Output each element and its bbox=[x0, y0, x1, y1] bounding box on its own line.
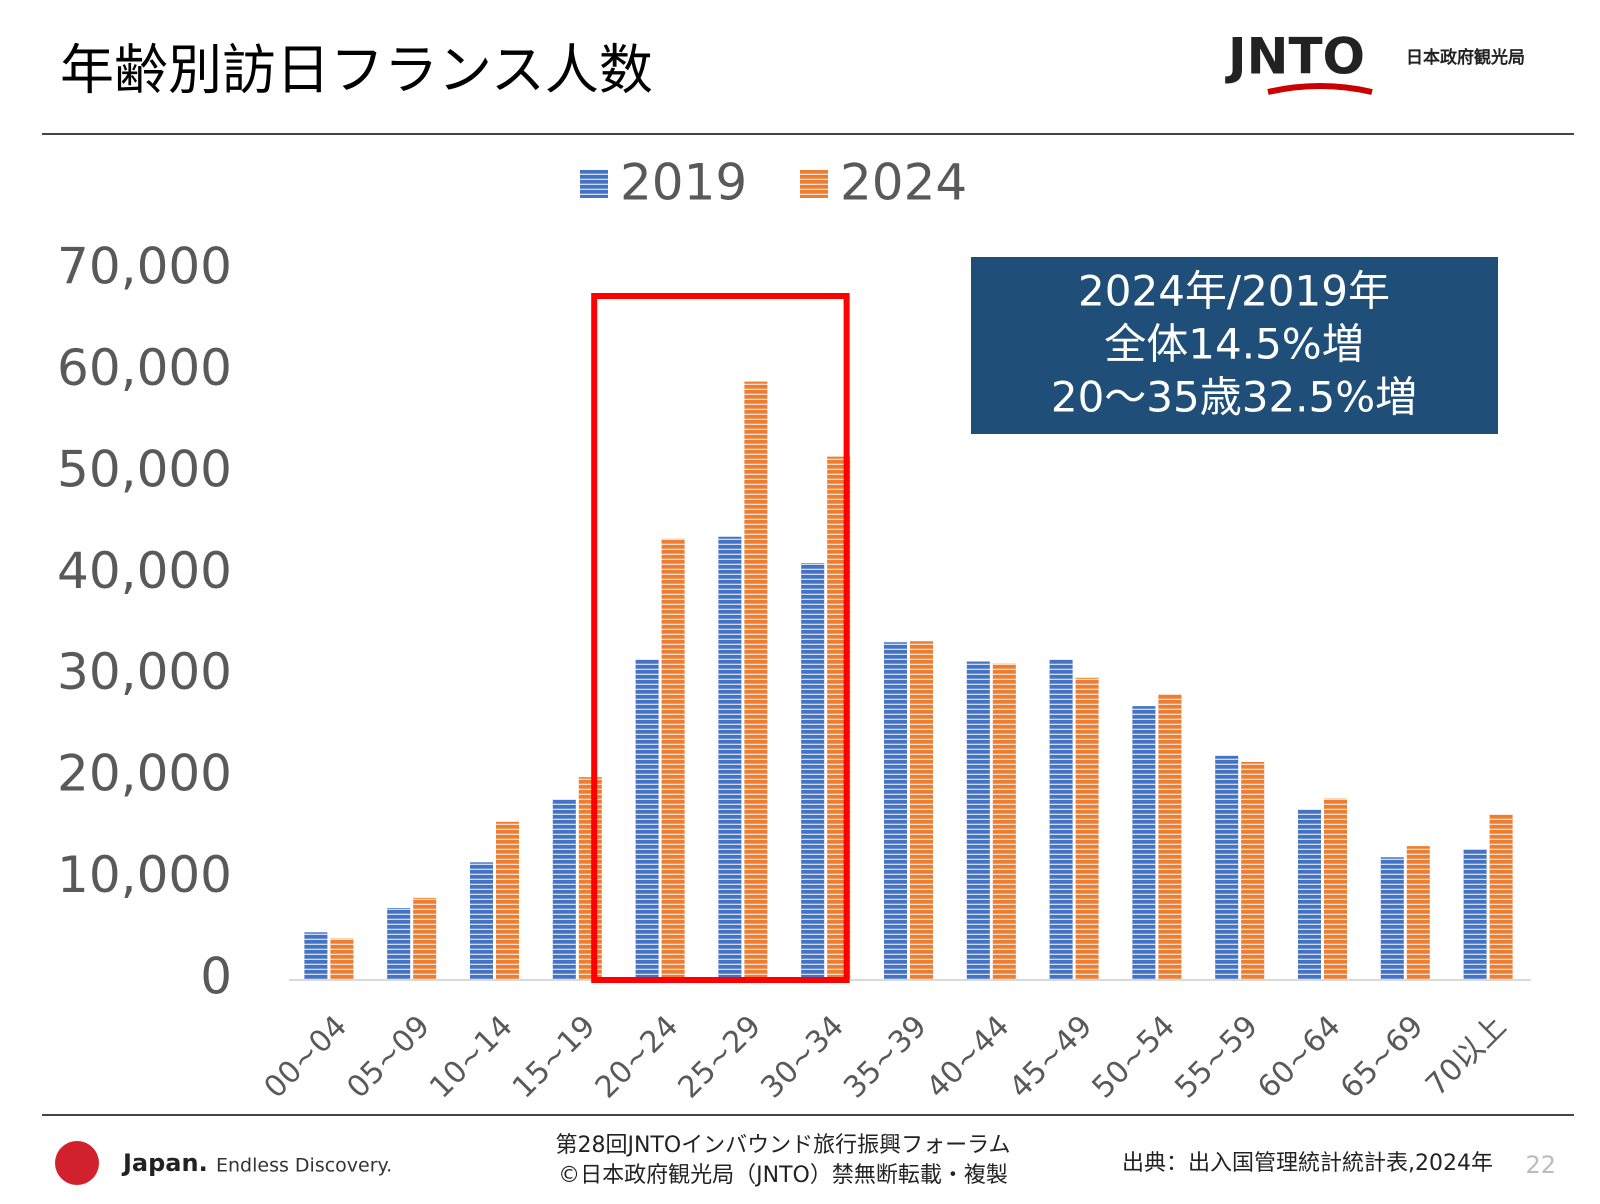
bar-stripe bbox=[1324, 798, 1347, 980]
bar-stripe bbox=[992, 663, 1016, 980]
bar-stripe bbox=[884, 642, 907, 980]
bar-stripe bbox=[470, 862, 493, 980]
x-tick-label: 05~09 bbox=[340, 1009, 437, 1106]
y-tick-label: 40,000 bbox=[57, 542, 232, 600]
legend-label: 2024 bbox=[840, 154, 967, 212]
y-tick-label: 30,000 bbox=[57, 643, 232, 701]
bar-stripe bbox=[1075, 677, 1099, 980]
bar-stripe bbox=[1215, 755, 1239, 980]
x-tick-label: 10~14 bbox=[423, 1009, 520, 1106]
y-tick-label: 70,000 bbox=[57, 238, 232, 296]
annotation-line: 全体14.5%増 bbox=[1104, 320, 1363, 369]
bar-stripe bbox=[635, 659, 659, 980]
x-tick-label: 40~44 bbox=[920, 1009, 1017, 1106]
bar-stripe bbox=[496, 821, 519, 980]
tagline: Endless Discovery. bbox=[216, 1155, 392, 1177]
x-tick-label: 25~29 bbox=[672, 1009, 769, 1106]
page-number: 22 bbox=[1525, 1151, 1556, 1179]
brand-logo bbox=[55, 1141, 99, 1185]
brand: Japan. bbox=[121, 1149, 208, 1177]
bar-stripe bbox=[744, 381, 768, 981]
bar-stripe bbox=[1298, 809, 1321, 980]
y-tick-label: 60,000 bbox=[57, 339, 232, 397]
slide-title: 年齢別訪日フランス人数 bbox=[60, 39, 653, 102]
logo-swoosh bbox=[1267, 83, 1373, 95]
bar-stripe bbox=[718, 536, 742, 980]
bar-stripe bbox=[1132, 706, 1156, 980]
x-tick-label: 70以上 bbox=[1419, 1009, 1513, 1103]
bar-stripe bbox=[387, 907, 411, 980]
bar-stripe bbox=[578, 777, 602, 980]
x-tick-label: 35~39 bbox=[837, 1009, 934, 1106]
organization: 日本政府観光局 bbox=[1406, 47, 1525, 68]
legend-swatch-stripe bbox=[800, 170, 828, 198]
legend-label: 2019 bbox=[620, 154, 747, 212]
annotation-box bbox=[971, 257, 1498, 434]
bar-stripe bbox=[966, 661, 990, 980]
x-tick-label: 50~54 bbox=[1086, 1009, 1183, 1106]
annotation-line: 2024年/2019年 bbox=[1078, 267, 1390, 316]
x-tick-label: 60~64 bbox=[1251, 1009, 1348, 1106]
x-tick-label: 00~04 bbox=[258, 1009, 355, 1106]
bar-stripe bbox=[1049, 659, 1073, 980]
y-tick-label: 10,000 bbox=[57, 846, 232, 904]
legend-swatch-stripe bbox=[580, 170, 608, 198]
bar-stripe bbox=[1241, 761, 1265, 980]
x-tick-label: 55~59 bbox=[1168, 1009, 1265, 1106]
x-tick-label: 15~19 bbox=[506, 1009, 603, 1106]
bar-stripe bbox=[304, 932, 328, 980]
copyright: ©日本政府観光局（JNTO）禁無断転載・複製 bbox=[558, 1163, 1008, 1188]
highlight-frame bbox=[591, 293, 850, 983]
bar-stripe bbox=[661, 538, 685, 980]
x-tick-label: 45~49 bbox=[1003, 1009, 1100, 1106]
x-tick-label: 30~34 bbox=[754, 1009, 851, 1106]
y-tick-label: 50,000 bbox=[57, 440, 232, 498]
x-tick-label: 20~24 bbox=[589, 1009, 686, 1106]
bar-stripe bbox=[413, 897, 437, 980]
bar-stripe bbox=[910, 641, 933, 980]
bar-stripe bbox=[552, 799, 576, 980]
bar-stripe bbox=[1463, 849, 1487, 980]
x-tick-label: 65~69 bbox=[1334, 1009, 1431, 1106]
event: 第28回JNTOインバウンド旅行振興フォーラム bbox=[555, 1133, 1010, 1158]
bar-stripe bbox=[801, 563, 825, 980]
y-tick-label: 20,000 bbox=[57, 745, 232, 803]
logo: JNTO bbox=[1225, 28, 1365, 86]
bar-stripe bbox=[330, 938, 354, 980]
y-tick-label: 0 bbox=[200, 948, 232, 1006]
annotation-line: 20～35歳32.5%増 bbox=[1051, 373, 1417, 422]
bar-stripe bbox=[1380, 857, 1404, 980]
bar-stripe bbox=[1489, 814, 1513, 980]
bar-stripe bbox=[1158, 693, 1182, 980]
bar-stripe bbox=[1406, 846, 1430, 980]
source: 出典：出入国管理統計統計表,2024年 bbox=[1122, 1151, 1493, 1176]
